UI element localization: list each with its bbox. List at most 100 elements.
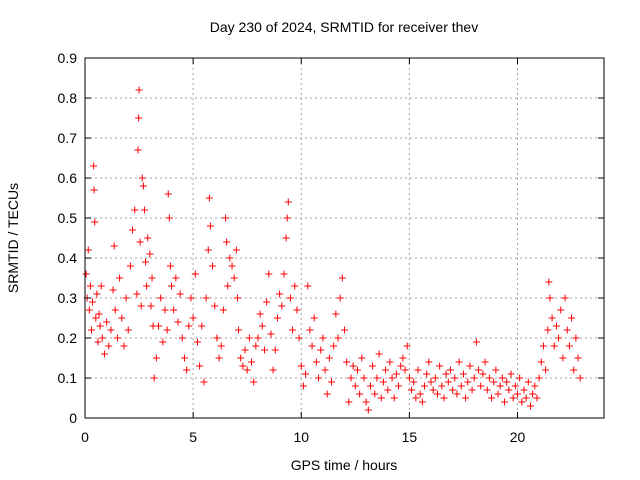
data-point xyxy=(84,246,92,254)
data-point xyxy=(533,394,541,402)
data-point xyxy=(505,386,513,394)
data-point xyxy=(185,322,193,330)
data-point xyxy=(150,374,158,382)
data-point xyxy=(421,382,429,390)
x-tick-label: 10 xyxy=(293,429,309,445)
data-point xyxy=(95,310,103,318)
data-point xyxy=(223,238,231,246)
data-point xyxy=(483,386,491,394)
data-point xyxy=(429,386,437,394)
data-point xyxy=(107,326,115,334)
data-point xyxy=(136,238,144,246)
data-point xyxy=(466,362,474,370)
data-point xyxy=(526,402,534,410)
data-point xyxy=(276,290,284,298)
data-point xyxy=(224,282,232,290)
chart-title: Day 230 of 2024, SRMTID for receiver the… xyxy=(210,19,478,35)
data-point xyxy=(507,370,515,378)
data-point xyxy=(144,234,152,242)
y-tick-label: 0.7 xyxy=(58,130,78,146)
data-point xyxy=(565,342,573,350)
data-point xyxy=(514,390,521,398)
data-point xyxy=(172,274,180,282)
data-point xyxy=(375,350,383,358)
data-point xyxy=(377,394,385,402)
data-point xyxy=(444,378,452,386)
y-tick-label: 0.9 xyxy=(58,50,78,66)
y-tick-label: 0 xyxy=(69,410,77,426)
data-point xyxy=(501,398,509,406)
data-point xyxy=(291,282,299,290)
data-point xyxy=(147,302,155,310)
data-point xyxy=(412,394,420,402)
data-point xyxy=(256,310,264,318)
data-point xyxy=(475,366,483,374)
data-point xyxy=(552,322,560,330)
data-point xyxy=(134,146,142,154)
data-point xyxy=(364,406,372,414)
data-point xyxy=(401,366,409,374)
data-point xyxy=(414,366,422,374)
data-point xyxy=(233,294,241,302)
data-point xyxy=(544,326,552,334)
data-point xyxy=(494,390,502,398)
data-point xyxy=(284,198,292,206)
data-point xyxy=(155,322,163,330)
data-point xyxy=(135,86,143,94)
data-point xyxy=(531,382,539,390)
data-point xyxy=(295,334,303,342)
data-point xyxy=(524,378,532,386)
data-point xyxy=(548,314,556,322)
y-tick-label: 0.4 xyxy=(58,250,78,266)
data-point xyxy=(232,246,240,254)
data-point xyxy=(278,302,286,310)
data-point xyxy=(142,258,150,266)
data-point xyxy=(252,342,260,350)
data-point xyxy=(91,218,99,226)
data-point xyxy=(138,174,146,182)
data-point xyxy=(557,306,565,314)
y-axis-label: SRMTID / TECUs xyxy=(5,183,21,293)
data-point xyxy=(286,294,294,302)
data-point xyxy=(405,374,413,382)
data-point xyxy=(90,186,98,194)
data-point xyxy=(267,330,275,338)
data-point xyxy=(550,342,558,350)
data-point xyxy=(410,378,418,386)
plot-frame xyxy=(84,57,605,419)
data-point xyxy=(245,334,253,342)
data-point xyxy=(193,338,201,346)
data-point xyxy=(283,214,291,222)
data-point xyxy=(176,290,184,298)
axis-ticks: 0 0.1 0.2 0.3 0.4 0.5 0.6 0.7 0.8 0.9 0 5 10 15 20 xyxy=(58,50,604,445)
data-point xyxy=(386,358,394,366)
data-point xyxy=(408,386,416,394)
data-point xyxy=(152,354,160,362)
data-point xyxy=(436,362,444,370)
data-point xyxy=(472,338,480,346)
data-point xyxy=(373,374,381,382)
data-point xyxy=(235,326,243,334)
data-point xyxy=(135,114,143,122)
data-point xyxy=(243,366,251,374)
data-point xyxy=(92,314,100,322)
data-point xyxy=(535,374,543,382)
data-point xyxy=(332,310,340,318)
data-point xyxy=(189,314,197,322)
data-point xyxy=(319,334,327,342)
data-point xyxy=(98,334,106,342)
data-point xyxy=(366,382,374,390)
data-point xyxy=(457,382,465,390)
data-point xyxy=(321,366,329,374)
data-point xyxy=(382,366,390,374)
data-point xyxy=(93,290,101,298)
data-point xyxy=(293,306,301,314)
data-point xyxy=(178,334,186,342)
data-point xyxy=(170,306,178,314)
data-point xyxy=(110,242,118,250)
data-point xyxy=(302,370,310,378)
data-point xyxy=(539,342,547,350)
data-point xyxy=(341,326,348,334)
x-tick-label: 5 xyxy=(189,429,197,445)
x-axis-label: GPS time / hours xyxy=(291,457,398,473)
